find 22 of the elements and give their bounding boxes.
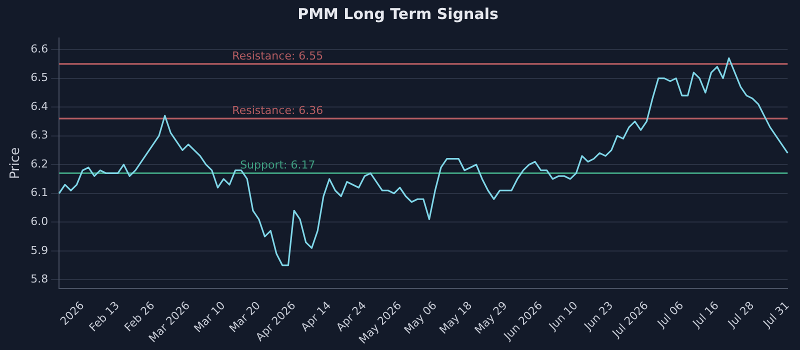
- x-tick-label: Jul 06: [654, 298, 686, 331]
- y-tick-label: 6.0: [30, 215, 48, 228]
- ref-line-label: Resistance: 6.55: [232, 49, 324, 62]
- ref-line-label: Resistance: 6.36: [232, 104, 324, 117]
- y-tick-label: 6.5: [30, 71, 48, 84]
- x-tick-label: Jul 31: [760, 298, 792, 331]
- x-tick-label: Jun 10: [546, 298, 580, 334]
- y-tick-label: 6.1: [30, 186, 48, 200]
- y-tick-label: 5.8: [30, 272, 48, 286]
- x-tick-label: Mar 10: [192, 298, 228, 336]
- y-tick-label: 6.6: [30, 42, 48, 56]
- ref-line-label: Support: 6.17: [240, 158, 316, 172]
- x-tick-label: Feb 13: [86, 298, 122, 334]
- y-axis-title: Price: [8, 147, 24, 180]
- chart-title: PMM Long Term Signals: [298, 4, 498, 23]
- y-tick-label: 6.4: [30, 100, 48, 113]
- y-tick-label: 6.2: [30, 157, 48, 170]
- y-tick-label: 5.9: [30, 244, 48, 257]
- x-tick-label: Jul 16: [690, 298, 722, 331]
- x-tick-label: Apr 14: [298, 298, 334, 334]
- y-tick-label: 6.3: [30, 128, 48, 142]
- x-tick-label: Jul 28: [724, 298, 757, 331]
